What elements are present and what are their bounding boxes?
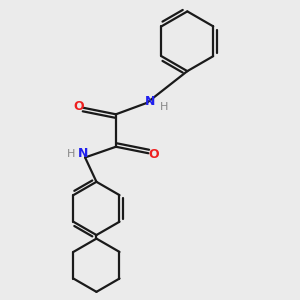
Text: H: H bbox=[159, 102, 168, 112]
Text: H: H bbox=[67, 148, 76, 159]
Text: N: N bbox=[78, 147, 88, 160]
Text: N: N bbox=[145, 95, 155, 108]
Text: O: O bbox=[148, 148, 159, 161]
Text: O: O bbox=[73, 100, 84, 113]
